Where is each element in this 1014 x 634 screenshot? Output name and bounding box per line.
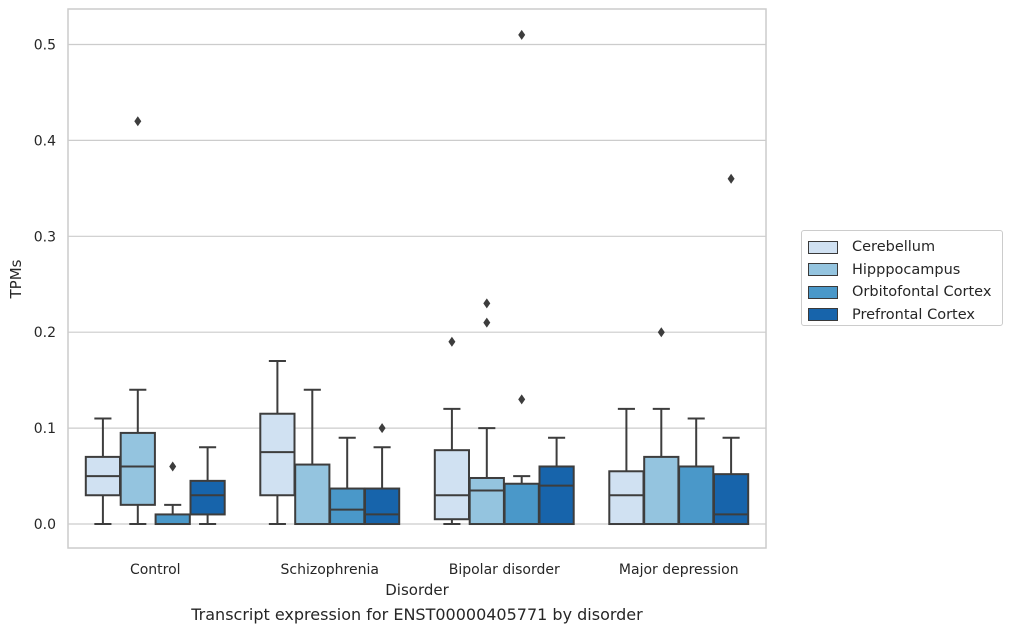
outlier-point	[448, 336, 456, 347]
outlier-point	[483, 298, 491, 309]
box-iqr	[154, 513, 191, 526]
box-item	[329, 436, 366, 526]
box-iqr	[712, 473, 750, 526]
legend-label: Cerebellum	[852, 239, 936, 256]
legend-label: Hipppocampus	[852, 261, 961, 278]
legend-swatch	[808, 240, 838, 254]
y-tick-label: 0.4	[34, 133, 56, 149]
box-iqr	[643, 455, 680, 526]
box-item	[294, 388, 331, 526]
box-iqr	[189, 479, 226, 516]
legend-label: Prefrontal Cortex	[852, 306, 975, 323]
legend-item: Prefrontal Cortex	[808, 304, 1002, 327]
legend-swatch	[808, 263, 838, 277]
plot-frame	[67, 8, 767, 549]
x-tick-label: Schizophrenia	[281, 562, 379, 578]
legend: Cerebellum Hipppocampus Orbitofontal Corte…	[801, 230, 1003, 326]
y-tick-label: 0.1	[34, 421, 56, 437]
outlier-point	[727, 173, 735, 184]
box-item	[503, 29, 540, 526]
box-iqr	[259, 412, 296, 497]
box-item	[712, 173, 750, 526]
outlier-point	[518, 29, 526, 40]
box-iqr	[678, 465, 715, 526]
box-iqr	[294, 463, 331, 526]
box-item	[433, 336, 471, 526]
chart-title: Transcript expression for ENST0000040577…	[191, 605, 643, 624]
y-axis-ticks: 0.0 0.1 0.2 0.3 0.4 0.5	[34, 37, 56, 533]
box-item	[189, 446, 226, 526]
box-iqr	[503, 482, 540, 526]
box-iqr	[608, 470, 645, 526]
series-2	[154, 29, 715, 526]
box-item	[678, 417, 715, 526]
box-iqr	[363, 487, 401, 526]
legend-item: Cerebellum	[808, 236, 1002, 259]
legend-item: Orbitofontal Cortex	[808, 281, 1002, 304]
outlier-point	[169, 461, 177, 472]
box-item	[259, 359, 296, 526]
box-iqr	[468, 476, 505, 526]
box-item	[119, 116, 156, 526]
outlier-point	[518, 394, 526, 405]
box-item	[84, 417, 122, 526]
series-1	[119, 116, 680, 526]
outlier-point	[657, 327, 665, 338]
box-iqr	[119, 431, 156, 506]
outlier-point	[378, 423, 386, 434]
box-item	[538, 436, 575, 526]
box-series	[84, 29, 750, 526]
legend-label: Orbitofontal Cortex	[852, 284, 992, 301]
box-item	[643, 327, 680, 526]
box-iqr	[538, 465, 575, 526]
box-iqr	[329, 487, 366, 526]
series-3	[189, 173, 750, 526]
x-tick-label: Bipolar disorder	[449, 562, 560, 578]
outlier-point	[483, 317, 491, 328]
box-item	[363, 423, 401, 526]
x-axis-ticks: Control Schizophrenia Bipolar disorder Majo…	[130, 562, 739, 578]
legend-swatch	[808, 285, 838, 299]
box-iqr	[433, 449, 471, 521]
x-tick-label: Major depression	[619, 562, 739, 578]
x-axis-title: Disorder	[385, 581, 449, 599]
box-item	[608, 407, 645, 526]
legend-swatch	[808, 308, 838, 322]
legend-item: Hipppocampus	[808, 259, 1002, 282]
y-tick-label: 0.5	[34, 37, 56, 53]
y-tick-label: 0.0	[34, 517, 56, 533]
y-tick-label: 0.3	[34, 229, 56, 245]
x-tick-label: Control	[130, 562, 181, 578]
box-item	[154, 461, 191, 526]
outlier-point	[134, 116, 142, 127]
box-item	[468, 298, 505, 526]
y-tick-label: 0.2	[34, 325, 56, 341]
y-axis-title: TPMs	[7, 259, 25, 299]
